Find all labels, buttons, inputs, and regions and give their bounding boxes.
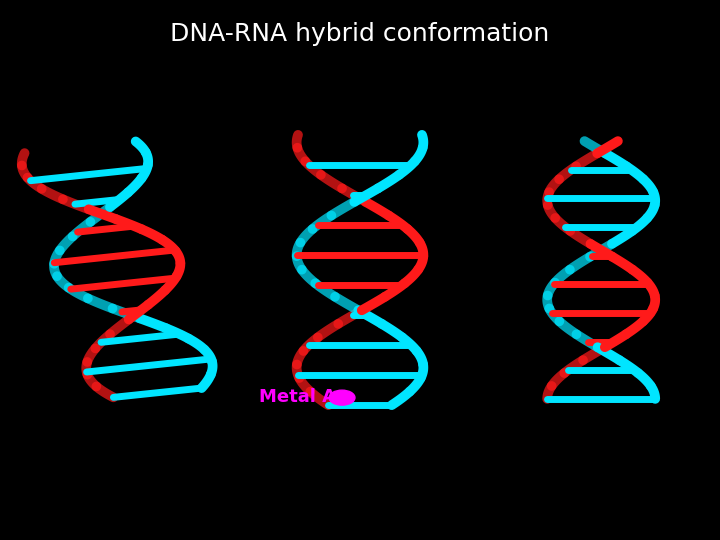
- Text: DNA-RNA Hybrid: DNA-RNA Hybrid: [256, 496, 464, 516]
- Text: Metal A: Metal A: [259, 388, 336, 406]
- Text: A-DNA: A-DNA: [78, 496, 159, 516]
- Text: DNA-RNA hybrid conformation: DNA-RNA hybrid conformation: [171, 22, 549, 46]
- Text: B-DNA: B-DNA: [557, 496, 638, 516]
- Circle shape: [329, 390, 355, 405]
